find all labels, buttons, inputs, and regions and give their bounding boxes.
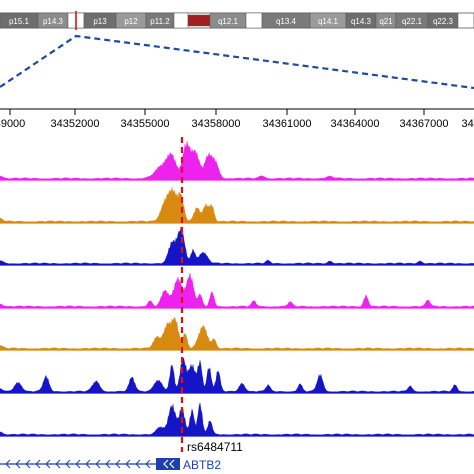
strand-arrow-icon — [75, 459, 81, 469]
zoom-connector — [0, 34, 474, 90]
snp-label: rs6484711 — [187, 440, 243, 454]
strand-arrow-icon — [125, 459, 131, 469]
strand-arrow-icon — [25, 459, 31, 469]
coordinate-axis: 49000 34352000 34355000 34358000 34361000 343… — [0, 108, 474, 130]
strand-arrow-icon — [5, 459, 11, 469]
ideogram-band — [427, 12, 459, 29]
axis-tick-label: 34370000 — [462, 118, 474, 130]
strand-arrow-icon — [169, 459, 175, 469]
signal-track — [0, 356, 474, 394]
signal-track — [0, 272, 474, 309]
strand-arrow-icon — [135, 459, 141, 469]
band-label: q21 — [379, 17, 393, 26]
signal-area — [0, 356, 474, 394]
signal-area — [0, 317, 474, 351]
axis-tick-label: 34352000 — [51, 118, 100, 130]
axis-tick-label: 34358000 — [192, 118, 241, 130]
strand-arrow-icon — [85, 459, 91, 469]
axis-tick-label: 34355000 — [121, 118, 170, 130]
strand-arrow-icon — [15, 459, 21, 469]
signal-track — [0, 141, 474, 181]
signal-area — [0, 402, 474, 437]
signal-area — [0, 272, 474, 309]
strand-arrow-icon — [95, 459, 101, 469]
axis-tick-label: 49000 — [0, 118, 25, 130]
band-label: p11.2 — [150, 17, 170, 26]
band-label: q14.1 — [318, 17, 339, 26]
band-label: q13.4 — [276, 17, 297, 26]
band-label: q14.3 — [351, 17, 372, 26]
gene-track: ABTB2 — [0, 458, 221, 472]
gene-exon — [156, 458, 180, 470]
ideogram-band — [187, 14, 211, 27]
strand-arrow-icon — [115, 459, 121, 469]
gene-name: ABTB2 — [183, 458, 221, 472]
band-label: p12 — [124, 17, 138, 26]
strand-arrow-icon — [35, 459, 41, 469]
ideogram-band — [173, 12, 189, 29]
band-label: q12.1 — [218, 17, 239, 26]
ideogram-band — [245, 12, 263, 29]
band-label: p14.3 — [43, 17, 64, 26]
strand-arrow-icon — [105, 459, 111, 469]
signal-track — [0, 187, 474, 224]
band-label: q22.1 — [402, 17, 423, 26]
band-label: p13 — [93, 17, 107, 26]
signal-area — [0, 141, 474, 181]
signal-track — [0, 402, 474, 437]
signal-track — [0, 317, 474, 351]
signal-tracks — [0, 141, 474, 437]
chromosome-ideogram: p15.1 p14.3 p13 p12 p11.2 q12.1 q13.4 q14.1 q14.… — [0, 11, 474, 30]
axis-tick-label: 34364000 — [331, 118, 380, 130]
strand-arrow-icon — [55, 459, 61, 469]
axis-tick-label: 34367000 — [400, 118, 449, 130]
signal-area — [0, 187, 474, 224]
strand-arrow-icon — [145, 459, 151, 469]
strand-arrow-icon — [163, 459, 169, 469]
band-label: p15.1 — [9, 17, 30, 26]
strand-arrow-icon — [65, 459, 71, 469]
axis-tick-label: 34361000 — [263, 118, 312, 130]
signal-area — [0, 226, 474, 266]
zoom-dashed-line — [0, 34, 474, 90]
strand-arrow-icon — [45, 459, 51, 469]
signal-track — [0, 226, 474, 266]
band-label: q22.3 — [433, 17, 454, 26]
